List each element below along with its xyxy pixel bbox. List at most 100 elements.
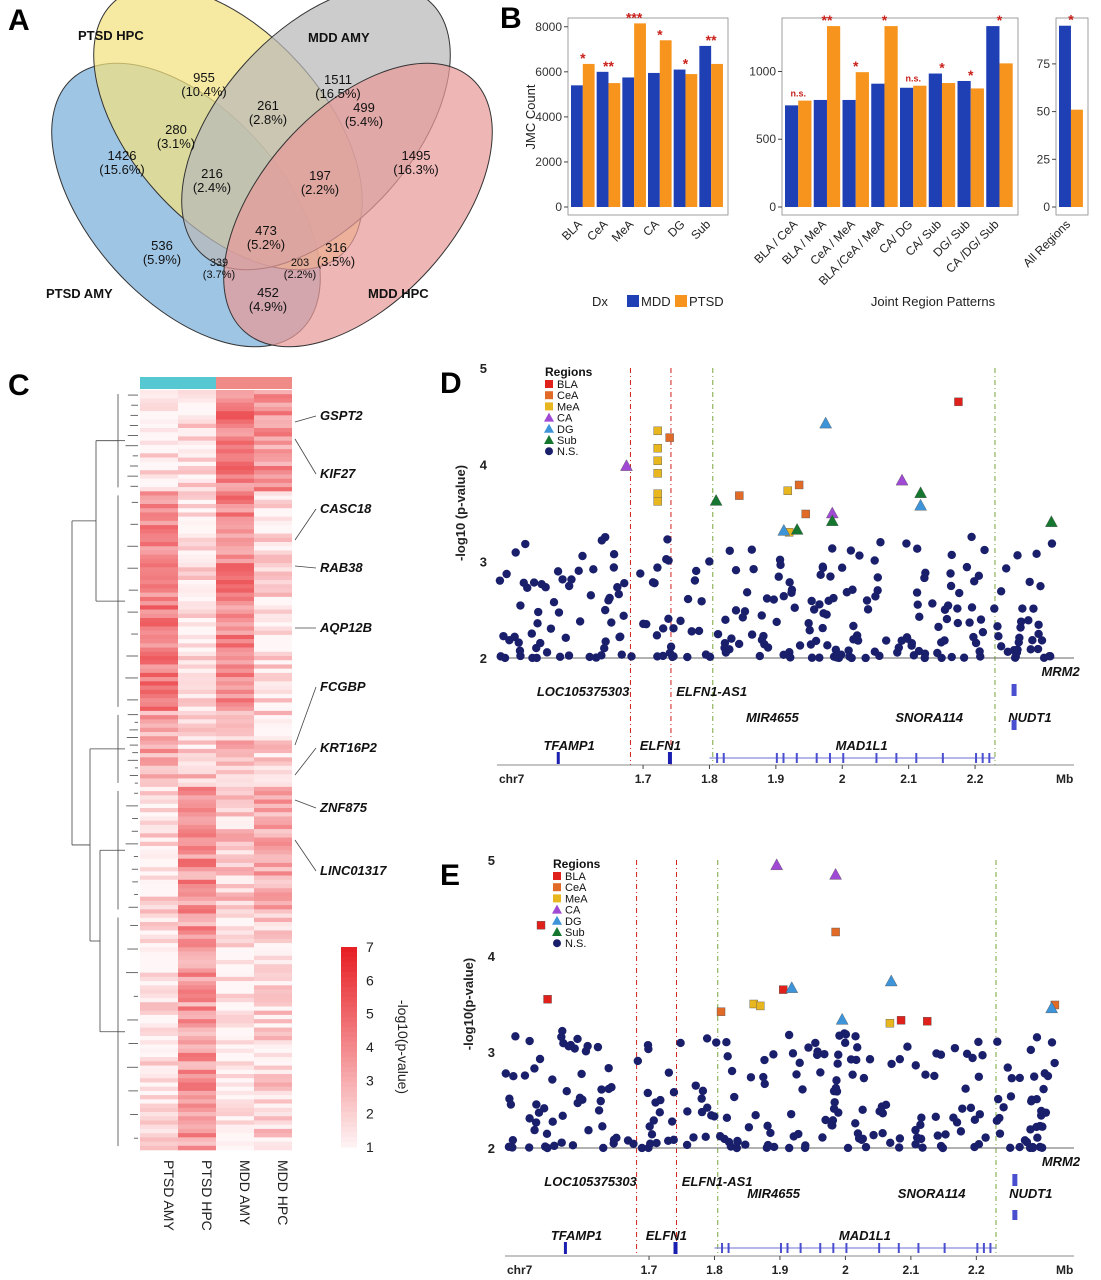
ns-point <box>760 1055 769 1065</box>
ns-point <box>629 1139 638 1148</box>
heat-cell <box>178 892 216 897</box>
ns-point <box>876 538 885 547</box>
heat-cell <box>140 466 178 471</box>
significance-mark: n.s. <box>790 89 806 99</box>
exon <box>875 753 878 763</box>
heat-cell <box>178 905 216 910</box>
exon <box>563 1242 567 1254</box>
ns-point <box>722 1113 732 1123</box>
ns-point <box>705 557 714 566</box>
heat-cell <box>178 558 216 564</box>
heat-cell <box>140 394 178 399</box>
legend-symbol <box>553 872 561 880</box>
ns-point <box>698 1086 708 1096</box>
heat-cell <box>216 782 254 788</box>
venn-percent: (2.4%) <box>193 180 231 195</box>
ns-point <box>820 1049 829 1059</box>
heat-cell <box>178 871 216 876</box>
heat-cell <box>140 732 178 737</box>
heat-cell <box>254 428 292 433</box>
heat-cell <box>216 672 254 678</box>
heat-cell <box>254 888 292 893</box>
heat-cell <box>178 778 216 783</box>
significance-mark: ** <box>603 58 614 74</box>
ns-point <box>920 649 930 658</box>
gene-label-connector <box>294 799 317 809</box>
ns-point <box>701 650 711 659</box>
ns-point <box>683 1107 692 1116</box>
ns-point <box>992 1116 1002 1125</box>
locus-ytick-label: 2 <box>480 651 487 666</box>
heat-cell <box>178 753 216 758</box>
ns-point <box>605 593 614 603</box>
heat-cell <box>216 972 254 978</box>
legend-color-step <box>341 1067 357 1073</box>
heat-cell <box>140 841 178 847</box>
heat-cell <box>178 689 216 695</box>
ns-point <box>633 1056 643 1066</box>
heat-cell <box>216 850 254 855</box>
heat-cell <box>216 601 254 606</box>
heat-cell <box>216 668 254 674</box>
ns-point <box>577 1069 586 1079</box>
heat-cell <box>216 770 254 775</box>
ns-point <box>1028 636 1037 645</box>
bar-ptsd <box>1070 109 1083 207</box>
ns-point <box>857 1135 866 1144</box>
heat-cell <box>178 786 216 792</box>
heat-cell <box>254 495 292 501</box>
bar-ytick-label: 25 <box>1037 152 1051 166</box>
ns-point <box>720 638 730 648</box>
ns-point <box>734 639 744 649</box>
ns-point <box>853 1043 862 1052</box>
ns-point <box>819 609 828 618</box>
locus-xlabel: chr7 <box>499 772 525 786</box>
point-bla <box>954 397 963 407</box>
column-annotation <box>140 377 178 389</box>
bar-mdd <box>699 45 712 207</box>
heat-cell <box>216 732 254 737</box>
heat-cell <box>178 837 216 843</box>
heat-cell <box>254 1002 292 1007</box>
ns-point <box>1036 581 1045 591</box>
bar-category-label: MeA <box>609 217 636 244</box>
heat-cell <box>178 710 216 716</box>
ns-point <box>530 1125 539 1135</box>
heat-cell <box>254 643 292 648</box>
heat-cell <box>140 909 178 914</box>
venn-percent: (2.2%) <box>301 182 339 197</box>
heat-cell <box>140 558 178 564</box>
heat-cell <box>254 900 292 906</box>
heat-cell <box>216 656 254 661</box>
heat-cell <box>178 1112 216 1117</box>
heat-cell <box>178 520 216 526</box>
heat-cell <box>216 563 254 568</box>
point-mea <box>885 1019 895 1028</box>
ns-point <box>881 636 891 645</box>
heat-cell <box>254 398 292 403</box>
heat-cell <box>254 613 292 619</box>
ns-point <box>593 1042 603 1052</box>
gene-label: LINC01317 <box>320 863 387 878</box>
ns-point <box>584 1126 593 1135</box>
ns-point <box>519 578 528 588</box>
ns-point <box>832 653 842 662</box>
heat-cell <box>178 981 216 986</box>
ns-point <box>967 532 976 542</box>
heat-cell <box>178 685 216 691</box>
ns-point <box>731 565 741 575</box>
ns-point <box>701 1132 710 1142</box>
heat-cell <box>178 947 216 952</box>
ns-point <box>722 1038 731 1047</box>
heat-cell <box>216 520 254 526</box>
locus-xtick-label: 1.9 <box>772 1263 789 1277</box>
ns-point <box>805 626 814 635</box>
heat-cell <box>216 1095 254 1100</box>
heat-cell <box>254 715 292 720</box>
panel-letter-e: E <box>440 859 460 892</box>
locus-xtick-label: 2.1 <box>900 772 917 786</box>
heat-cell <box>140 824 178 830</box>
ns-point <box>1020 1136 1030 1145</box>
bar-ptsd <box>826 26 841 208</box>
heat-cell <box>140 926 178 931</box>
